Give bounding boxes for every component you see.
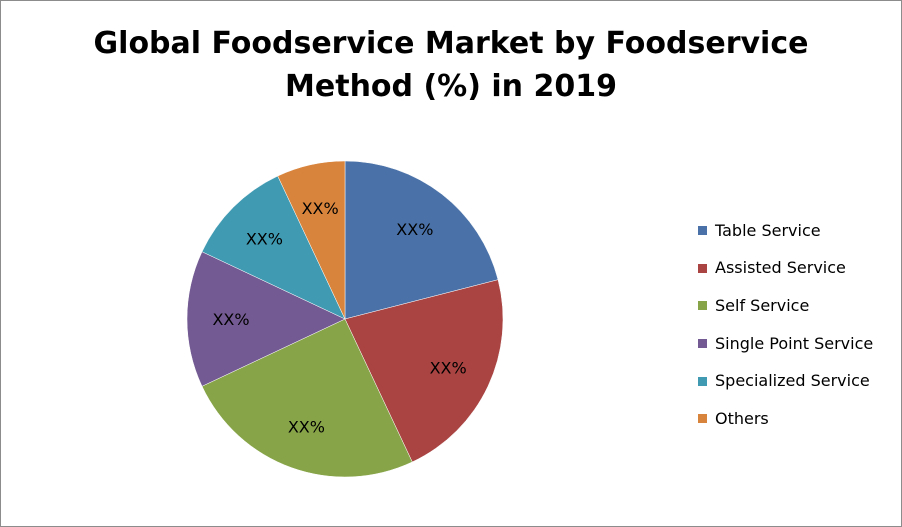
data-label-others: XX% <box>302 199 339 218</box>
chart-title: Global Foodservice Market by Foodservice… <box>0 22 902 108</box>
legend-swatch <box>698 226 707 236</box>
data-label-table-service: XX% <box>396 220 433 239</box>
pie-slice-self-service <box>201 318 413 478</box>
legend-item-others: Others <box>698 400 873 438</box>
legend-item-single-point-service: Single Point Service <box>698 325 873 363</box>
legend-label: Self Service <box>715 295 810 315</box>
legend-swatch <box>698 339 707 349</box>
chart-title-line-2: Method (%) in 2019 <box>285 69 617 104</box>
chart-legend: Table Service Assisted Service Self Servic… <box>698 212 873 438</box>
legend-swatch <box>698 414 707 424</box>
pie-slice-specialized-service <box>201 175 346 320</box>
pie-slice-table-service <box>344 160 499 320</box>
legend-label: Assisted Service <box>715 258 846 278</box>
pie-data-labels: XX% XX% XX% XX% XX% XX% <box>212 199 466 437</box>
data-label-single-point-service: XX% <box>212 310 249 329</box>
data-label-self-service: XX% <box>288 417 325 436</box>
legend-item-self-service: Self Service <box>698 287 873 325</box>
chart-title-line-1: Global Foodservice Market by Foodservice <box>93 26 809 61</box>
legend-item-assisted-service: Assisted Service <box>698 250 873 288</box>
legend-swatch <box>698 376 707 386</box>
legend-swatch <box>698 301 707 311</box>
legend-label: Table Service <box>715 220 821 240</box>
legend-label: Others <box>715 408 769 428</box>
legend-item-table-service: Table Service <box>698 212 873 250</box>
pie-slice-assisted-service <box>344 279 504 463</box>
pie-slice-others <box>277 160 346 320</box>
legend-item-specialized-service: Specialized Service <box>698 362 873 400</box>
pie-slices <box>186 160 504 478</box>
legend-label: Specialized Service <box>715 371 870 391</box>
data-label-assisted-service: XX% <box>430 359 467 378</box>
legend-swatch <box>698 263 707 273</box>
data-label-specialized-service: XX% <box>246 229 283 248</box>
legend-label: Single Point Service <box>715 333 874 353</box>
pie-slice-single-point-service <box>186 251 346 387</box>
